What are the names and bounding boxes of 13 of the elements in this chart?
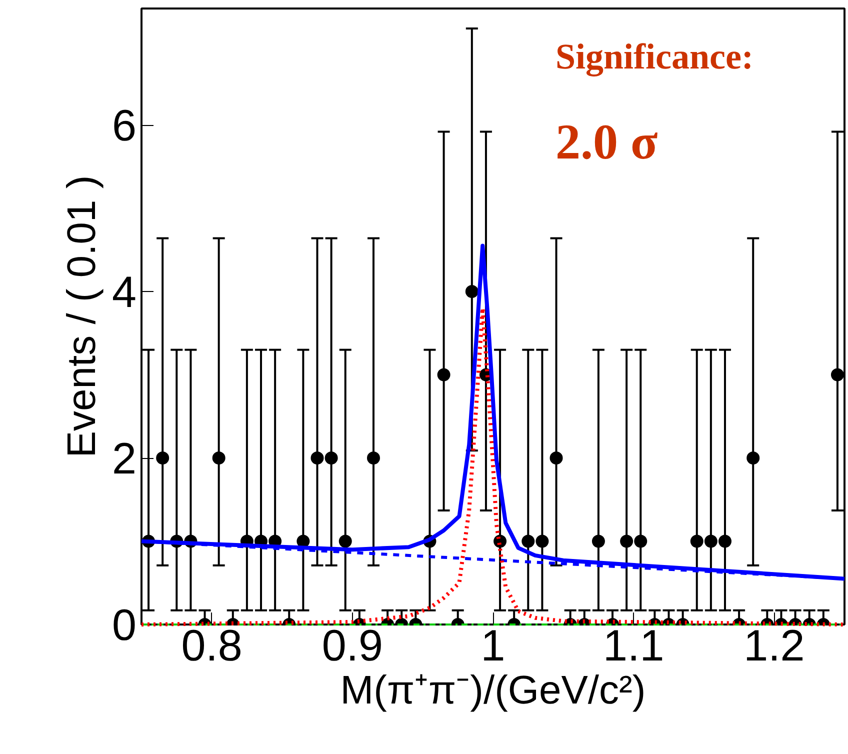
- x-tick-label: 0.9: [322, 622, 383, 670]
- x-tick-label: 1: [480, 622, 506, 670]
- y-tick-label: 2: [112, 434, 137, 484]
- x-axis-title: M(π⁺π⁻)/(GeV/c²): [340, 668, 646, 712]
- x-tick-label: 0.8: [181, 622, 242, 670]
- y-axis-title: Events / ( 0.01 ): [60, 175, 104, 458]
- y-tick-label: 4: [112, 268, 137, 318]
- y-tick-label: 0: [112, 601, 137, 650]
- annotation: 2.0 σ: [556, 114, 658, 170]
- x-tick-label: 1.1: [603, 622, 664, 670]
- y-tick-label: 6: [112, 102, 137, 151]
- annotation: Significance:: [556, 36, 754, 76]
- x-tick-label: 1.2: [744, 622, 805, 670]
